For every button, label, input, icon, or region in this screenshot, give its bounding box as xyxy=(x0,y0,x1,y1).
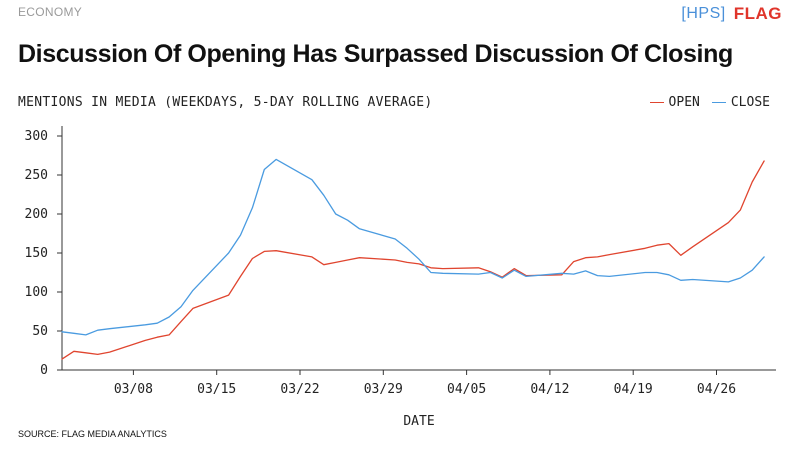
x-tick-label: 04/05 xyxy=(447,382,486,397)
hps-logo: [HPS] xyxy=(681,5,726,22)
flag-logo: FLAG xyxy=(733,4,782,23)
legend-swatch-open xyxy=(649,101,664,104)
y-tick-label: 50 xyxy=(32,324,48,339)
section-label: ECONOMY xyxy=(18,5,83,19)
series-line-close xyxy=(61,158,765,336)
y-tick-label: 250 xyxy=(25,168,48,183)
x-tick-label: 04/19 xyxy=(614,382,653,397)
x-tick-label: 03/08 xyxy=(114,382,153,397)
legend-item-open: OPEN xyxy=(649,95,700,110)
brand-logo: [HPS] FLAG xyxy=(681,4,782,24)
chart-title: Discussion Of Opening Has Surpassed Disc… xyxy=(18,40,733,68)
x-tick-label: 03/22 xyxy=(280,382,319,397)
series-line-open xyxy=(61,160,765,360)
chart-legend: OPEN CLOSE xyxy=(649,95,770,110)
series-lines xyxy=(61,158,765,360)
y-axis-ticks: 0 50 100 150 200 250 300 xyxy=(25,129,62,378)
x-axis-ticks: 03/08 03/15 03/22 03/29 04/05 04/12 04/19 04/26 xyxy=(114,370,736,397)
legend-swatch-close xyxy=(711,101,726,104)
x-tick-label: 04/12 xyxy=(530,382,569,397)
x-tick-label: 04/26 xyxy=(697,382,736,397)
y-tick-label: 100 xyxy=(25,285,48,300)
chart-subtitle: MENTIONS IN MEDIA (WEEKDAYS, 5-DAY ROLLI… xyxy=(18,95,433,110)
y-tick-label: 150 xyxy=(25,246,48,261)
y-tick-label: 200 xyxy=(25,207,48,222)
x-axis-label: DATE xyxy=(403,414,434,429)
y-tick-label: 0 xyxy=(40,363,48,378)
source-note: SOURCE: FLAG MEDIA ANALYTICS xyxy=(18,429,167,439)
legend-item-close: CLOSE xyxy=(711,95,770,110)
legend-label-open: OPEN xyxy=(668,95,700,110)
y-tick-label: 300 xyxy=(25,129,48,144)
x-tick-label: 03/15 xyxy=(197,382,236,397)
legend-label-close: CLOSE xyxy=(730,95,770,110)
x-tick-label: 03/29 xyxy=(364,382,403,397)
